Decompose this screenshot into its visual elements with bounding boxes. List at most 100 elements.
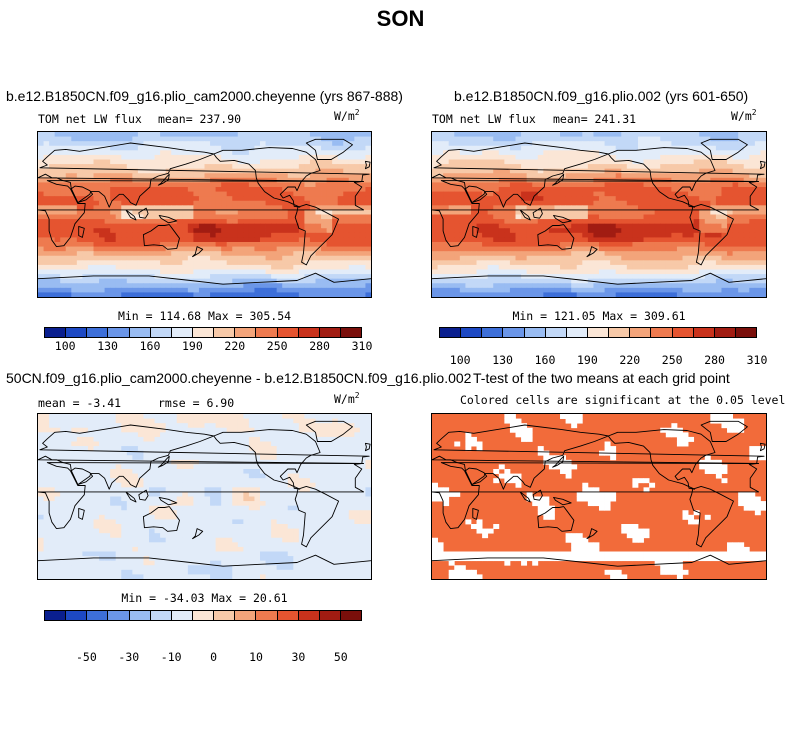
map-cell	[504, 159, 511, 165]
map-cell	[337, 274, 344, 280]
map-cell	[560, 292, 566, 297]
map-cell	[298, 287, 305, 293]
map-cell	[637, 242, 644, 247]
map-cell	[565, 232, 572, 238]
map-cell	[243, 214, 250, 220]
map-cell	[359, 168, 366, 174]
map-cell	[359, 292, 366, 297]
map-cell	[470, 209, 477, 215]
map-cell	[49, 255, 56, 261]
map-cell	[543, 168, 550, 174]
map-cell	[49, 145, 56, 151]
map-cell	[738, 182, 745, 188]
map-cell	[276, 159, 283, 165]
map-cell	[354, 196, 361, 202]
map-cell	[676, 159, 683, 165]
map-cell	[593, 191, 600, 197]
map-cell	[176, 168, 183, 174]
map-cell	[610, 283, 617, 289]
map-cell	[604, 145, 611, 151]
map-cell	[232, 260, 239, 266]
map-cell	[487, 246, 494, 252]
map-cell	[621, 196, 628, 202]
map-cell	[198, 237, 205, 243]
map-cell	[49, 168, 56, 174]
map-cell	[254, 164, 261, 170]
map-cell	[654, 255, 661, 261]
map-cell	[287, 132, 294, 137]
map-cell	[671, 264, 678, 270]
map-cell	[154, 182, 161, 188]
map-cell	[465, 154, 472, 160]
map-cell	[315, 246, 322, 252]
map-cell	[693, 209, 700, 215]
map-cell	[498, 283, 505, 289]
map-cell	[654, 132, 661, 137]
map-cell	[704, 242, 711, 247]
map-cell	[248, 414, 255, 419]
map-cell	[315, 173, 322, 179]
map-cell	[476, 164, 483, 170]
map-cell	[171, 423, 178, 429]
colorbar-tick-label: 130	[97, 339, 118, 353]
map-cell	[265, 446, 272, 452]
map-cell	[198, 182, 205, 188]
map-cell	[637, 251, 644, 257]
map-cell	[604, 246, 611, 252]
map-cell	[359, 164, 366, 170]
map-cell	[593, 269, 600, 275]
map-cell	[649, 251, 656, 257]
map-cell	[54, 200, 61, 206]
map-cell	[110, 209, 117, 215]
map-cell	[221, 141, 228, 147]
map-cell	[459, 141, 466, 147]
map-cell	[115, 219, 122, 225]
map-cell	[298, 164, 305, 170]
map-cell	[348, 283, 355, 289]
map-cell	[243, 232, 250, 238]
map-cell	[254, 283, 261, 289]
map-cell	[532, 255, 539, 261]
map-cell	[727, 237, 733, 243]
map-cell	[548, 177, 555, 183]
map-cell	[160, 196, 167, 202]
map-cell	[637, 228, 644, 234]
map-cell	[104, 223, 111, 229]
map-cell	[565, 136, 572, 142]
map-cell	[571, 196, 578, 202]
map-cell	[154, 264, 161, 270]
map-cell	[649, 136, 656, 142]
map-cell	[254, 214, 261, 220]
map-cell	[571, 205, 578, 211]
map-cell	[65, 219, 72, 225]
map-cell	[454, 214, 461, 220]
map-cell	[215, 269, 222, 275]
map-cell	[110, 264, 117, 270]
map-cell	[287, 283, 294, 289]
map-cell	[482, 187, 489, 192]
map-cell	[526, 150, 533, 156]
map-cell	[287, 432, 294, 438]
map-cell	[221, 292, 228, 297]
map-cell	[359, 255, 366, 261]
map-cell	[626, 274, 633, 280]
map-cell	[193, 214, 200, 220]
map-cell	[649, 260, 656, 266]
map-cell	[282, 214, 289, 220]
map-cell	[210, 205, 216, 211]
map-cell	[309, 269, 316, 275]
map-cell	[71, 292, 78, 297]
map-cell	[104, 450, 111, 456]
map-cell	[215, 205, 222, 211]
map-cell	[693, 251, 700, 257]
map-cell	[287, 205, 294, 211]
map-cell	[43, 246, 50, 252]
map-cell	[565, 182, 572, 188]
map-cell	[154, 159, 161, 165]
map-cell	[704, 274, 711, 280]
coastline	[432, 272, 766, 285]
map-cell	[254, 132, 261, 137]
map-cell	[470, 150, 477, 156]
map-cell	[543, 292, 550, 297]
map-cell	[82, 278, 89, 284]
